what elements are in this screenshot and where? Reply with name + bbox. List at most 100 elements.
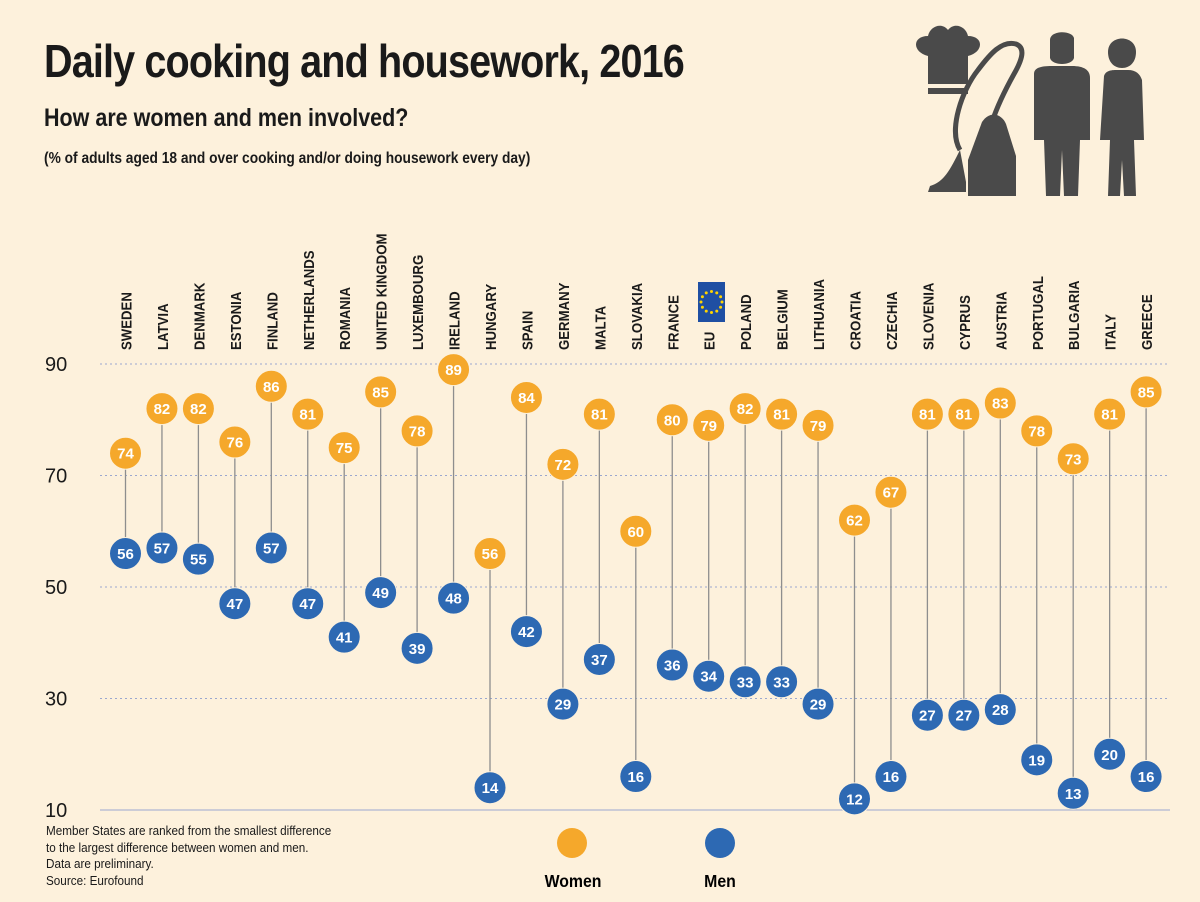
women-value-label: 72 <box>555 457 572 474</box>
men-value-label: 19 <box>1028 752 1045 769</box>
connector-lines <box>124 369 1147 799</box>
eu-flag-icon <box>698 282 725 322</box>
x-tick-label: LUXEMBOURG <box>409 255 426 350</box>
men-point <box>1093 737 1127 771</box>
men-point <box>983 693 1017 727</box>
x-tick-label: PORTUGAL <box>1029 276 1046 350</box>
men-value-label: 20 <box>1101 747 1118 764</box>
x-tick-label: SWEDEN <box>118 292 135 350</box>
footnote-line: Member States are ranked from the smalle… <box>46 823 332 838</box>
women-point <box>910 397 944 431</box>
women-value-label: 73 <box>1065 451 1082 468</box>
men-value-label: 42 <box>518 624 535 641</box>
men-point <box>910 698 944 732</box>
women-point <box>655 403 689 437</box>
eu-star <box>719 305 723 309</box>
women-point <box>109 436 142 470</box>
women-value-label: 82 <box>190 401 207 418</box>
x-tick-label: POLAND <box>737 294 754 350</box>
women-point <box>1020 414 1054 448</box>
x-axis-labels: SWEDEN LATVIA DENMARK ESTONIA FINLAND NETHERL… <box>118 234 1156 350</box>
women-point <box>874 475 908 509</box>
men-point <box>655 648 689 682</box>
men-value-label: 47 <box>299 596 316 613</box>
women-value-label: 60 <box>627 524 644 541</box>
men-point <box>765 665 799 699</box>
y-tick-label: 30 <box>45 689 67 711</box>
x-tick-label: ITALY <box>1102 314 1119 350</box>
men-value-label: 12 <box>846 791 863 808</box>
women-point <box>838 503 871 537</box>
x-tick-label: ESTONIA <box>227 292 244 350</box>
men-value-label: 14 <box>482 780 499 797</box>
eu-star <box>704 291 708 295</box>
chart-title: Daily cooking and housework, 2016 <box>44 35 685 87</box>
women-value-label: 78 <box>1028 423 1045 440</box>
footnote-line: Data are preliminary. <box>46 856 154 871</box>
chart-note: (% of adults aged 18 and over cooking an… <box>44 150 531 167</box>
eu-star <box>699 300 703 304</box>
women-point <box>1129 375 1163 409</box>
men-value-label: 29 <box>810 697 827 714</box>
x-tick-label: UNITED KINGDOM <box>373 234 390 350</box>
y-tick-label: 10 <box>45 800 67 822</box>
men-value-label: 36 <box>664 658 681 675</box>
men-value-label: 57 <box>263 540 280 557</box>
footnote-source: Source: Eurofound <box>46 872 144 888</box>
women-point <box>181 392 215 426</box>
women-point <box>619 514 653 548</box>
men-value-label: 37 <box>591 652 608 669</box>
women-value-label: 86 <box>263 379 280 396</box>
x-tick-label: IRELAND <box>446 291 463 350</box>
men-point <box>109 537 142 571</box>
women-value-label: 78 <box>409 423 426 440</box>
women-point <box>327 431 361 465</box>
footnote-line: to the largest difference between women … <box>46 839 309 855</box>
y-axis: 10 30 50 70 90 <box>45 354 67 822</box>
eu-star <box>700 305 704 309</box>
men-point <box>838 782 871 816</box>
women-value-label: 81 <box>591 407 608 424</box>
men-value-label: 55 <box>190 552 207 569</box>
men-value-label: 33 <box>773 674 790 691</box>
eu-star <box>715 291 719 295</box>
men-value-label: 29 <box>555 697 572 714</box>
woman-icon <box>1100 38 1144 196</box>
men-value-label: 13 <box>1065 786 1082 803</box>
x-tick-label: ROMANIA <box>336 287 353 350</box>
eu-star <box>700 295 704 299</box>
x-tick-label: SPAIN <box>519 311 536 350</box>
men-value-label: 47 <box>227 596 244 613</box>
women-point <box>218 425 252 459</box>
men-value-label: 16 <box>1138 769 1155 786</box>
men-point <box>327 620 361 654</box>
legend-women-label: Women <box>545 871 602 891</box>
eu-star <box>710 311 713 314</box>
x-tick-label: CROATIA <box>847 291 864 350</box>
women-value-label: 62 <box>846 513 863 530</box>
women-point <box>473 537 507 571</box>
y-tick-label: 70 <box>45 466 67 488</box>
men-point <box>692 659 726 693</box>
women-value-label: 56 <box>482 546 499 563</box>
men-point <box>437 581 471 615</box>
legend: Women Men <box>545 828 736 891</box>
women-value-label: 76 <box>227 435 244 452</box>
x-tick-label: LITHUANIA <box>810 279 827 350</box>
eu-star <box>720 300 724 304</box>
men-value-label: 34 <box>700 669 717 686</box>
men-point <box>400 631 434 665</box>
men-point <box>145 531 179 565</box>
men-point <box>291 587 325 621</box>
women-value-label: 82 <box>154 401 171 418</box>
men-point <box>254 531 288 565</box>
x-tick-label: SLOVENIA <box>920 283 937 350</box>
x-tick-label: FINLAND <box>263 292 280 350</box>
legend-men-marker <box>705 828 735 858</box>
women-point <box>728 392 762 426</box>
women-point <box>1056 442 1090 476</box>
men-point <box>582 642 616 676</box>
women-value-label: 81 <box>299 407 316 424</box>
women-point <box>947 397 981 431</box>
